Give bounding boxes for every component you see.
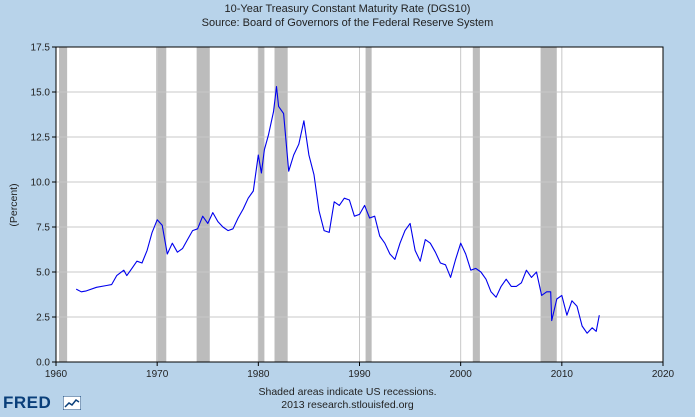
series-layer <box>75 86 600 334</box>
y-tick-label: 2.5 <box>36 313 50 324</box>
source-url-note: 2013 research.stlouisfed.org <box>281 399 414 411</box>
x-tick-label: 2010 <box>551 369 574 380</box>
recession-band <box>540 47 557 362</box>
chart-subtitle: Source: Board of Governors of the Federa… <box>201 17 494 29</box>
y-tick-label: 7.5 <box>36 223 50 234</box>
y-axis-label: (Percent) <box>8 183 20 226</box>
series-line-dgs10 <box>75 86 600 334</box>
recession-band <box>258 47 265 362</box>
recession-band <box>59 47 68 362</box>
y-tick-label: 10.0 <box>31 178 51 189</box>
x-tick-label: 1980 <box>247 369 270 380</box>
x-tick-label: 1960 <box>45 369 68 380</box>
fred-chart-icon <box>63 396 81 410</box>
recession-band <box>196 47 210 362</box>
recession-band <box>274 47 288 362</box>
y-tick-label: 5.0 <box>36 268 50 279</box>
y-tick-label: 0.0 <box>36 358 50 369</box>
y-tick-label: 15.0 <box>31 88 51 99</box>
x-tick-label: 1970 <box>146 369 169 380</box>
y-tick-label: 12.5 <box>31 133 51 144</box>
x-tick-label: 2000 <box>450 369 473 380</box>
plot-border <box>55 46 664 363</box>
axis-layer: 0.0 2.5 5.0 7.5 10.0 12.5 15.0 17.5 1960 1970 1980… <box>31 43 675 381</box>
y-tick-label: 17.5 <box>31 43 51 54</box>
chart-title: 10-Year Treasury Constant Maturity Rate … <box>224 3 471 15</box>
recession-band <box>472 47 480 362</box>
recession-band <box>156 47 167 362</box>
x-tick-label: 1990 <box>348 369 371 380</box>
fred-logo: FRED <box>3 393 52 412</box>
grid-lines <box>56 47 663 362</box>
recession-band <box>365 47 372 362</box>
x-tick-label: 2020 <box>652 369 675 380</box>
recession-note: Shaded areas indicate US recessions. <box>258 386 437 398</box>
